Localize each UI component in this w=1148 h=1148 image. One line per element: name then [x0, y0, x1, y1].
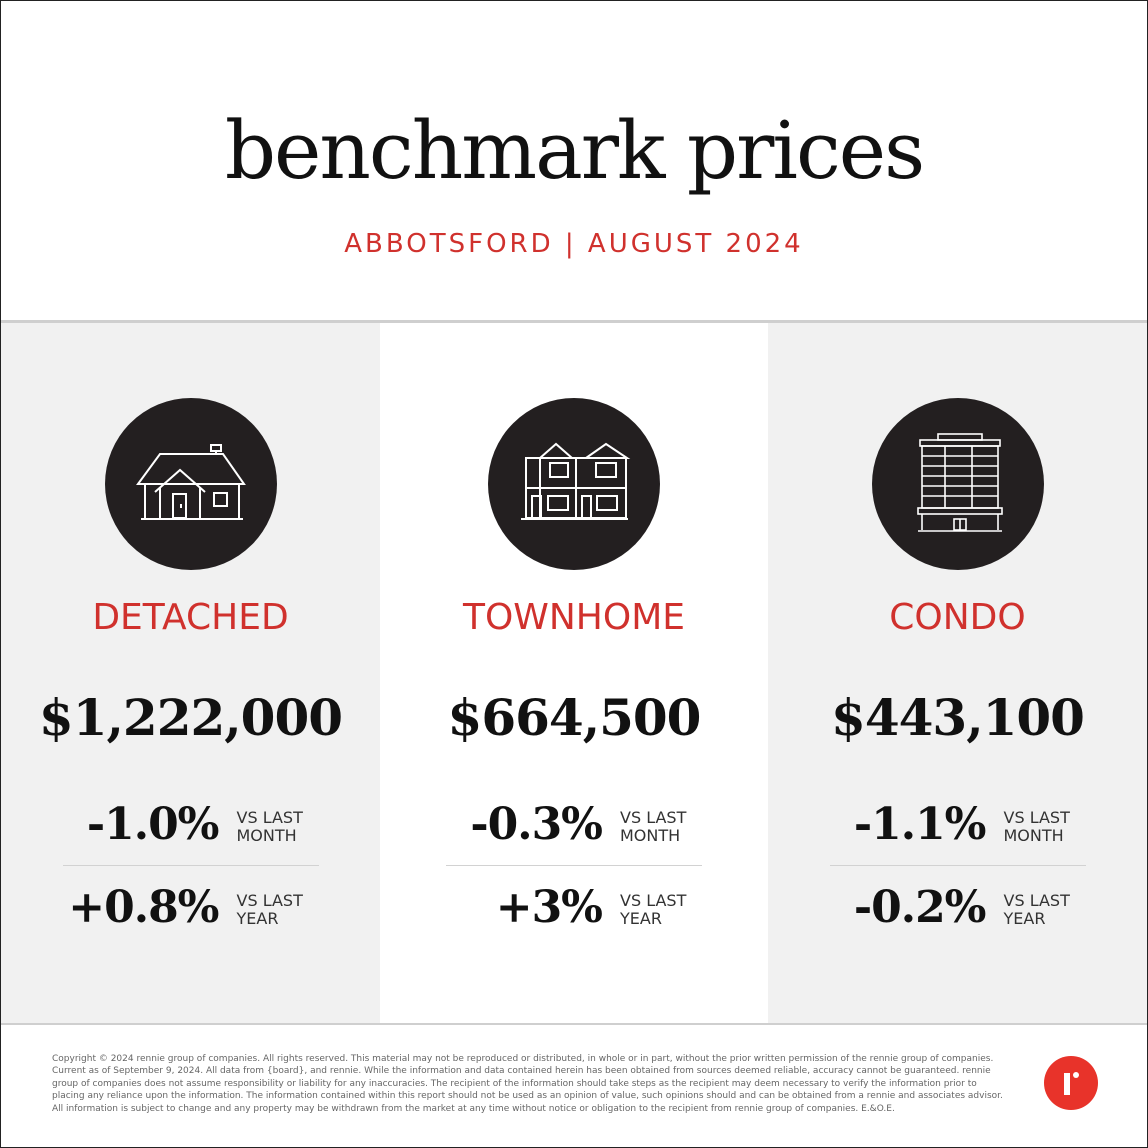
- year-change-value: +0.8%: [68, 882, 219, 933]
- rennie-logo-icon: [1044, 1056, 1098, 1110]
- label-line-1: VS LAST: [1003, 891, 1070, 910]
- month-change-value: -0.3%: [470, 799, 603, 850]
- townhome-icon: [488, 398, 660, 570]
- label-line-1: VS LAST: [620, 808, 687, 827]
- detached-column: DETACHED $1,222,000 -1.0% VS LAST MONTH …: [1, 323, 380, 1023]
- label-line-2: YEAR: [236, 909, 279, 928]
- month-change-row: -0.3% VS LAST MONTH: [380, 795, 768, 855]
- year-change-label: VS LAST YEAR: [620, 892, 730, 928]
- month-change-value: -1.0%: [86, 799, 220, 850]
- year-change-label: VS LAST YEAR: [1004, 892, 1114, 928]
- year-change-row: -0.2% VS LAST YEAR: [768, 878, 1147, 938]
- month-change-row: -1.0% VS LAST MONTH: [1, 795, 380, 855]
- condo-column: CONDO $443,100 -1.1% VS LAST MONTH -0.2%…: [768, 323, 1147, 1023]
- label-line-1: VS LAST: [236, 808, 303, 827]
- year-change-row: +0.8% VS LAST YEAR: [1, 878, 380, 938]
- month-change-value: -1.1%: [853, 799, 987, 850]
- stat-divider: [63, 865, 319, 866]
- month-change-label: VS LAST MONTH: [237, 809, 347, 845]
- category-label: CONDO: [889, 597, 1026, 638]
- category-label: TOWNHOME: [462, 597, 686, 638]
- stat-divider: [446, 865, 702, 866]
- year-change-row: +3% VS LAST YEAR: [380, 878, 768, 938]
- benchmark-price: $443,100: [831, 688, 1085, 747]
- label-line-2: MONTH: [236, 826, 297, 845]
- label-line-2: MONTH: [620, 826, 681, 845]
- page-subtitle: ABBOTSFORD | AUGUST 2024: [344, 229, 804, 259]
- header-divider: [1, 320, 1147, 323]
- detached-house-icon: [104, 398, 277, 570]
- condo-building-icon: [871, 398, 1044, 570]
- label-line-2: YEAR: [1003, 909, 1046, 928]
- footer: Copyright © 2024 rennie group of compani…: [1, 1025, 1147, 1147]
- month-change-label: VS LAST MONTH: [1004, 809, 1114, 845]
- label-line-1: VS LAST: [1003, 808, 1070, 827]
- year-change-label: VS LAST YEAR: [237, 892, 347, 928]
- townhome-column: TOWNHOME $664,500 -0.3% VS LAST MONTH +3…: [380, 323, 768, 1023]
- stat-divider: [830, 865, 1086, 866]
- header: benchmark prices ABBOTSFORD | AUGUST 202…: [1, 1, 1147, 321]
- label-line-2: YEAR: [620, 909, 662, 928]
- label-line-1: VS LAST: [236, 891, 303, 910]
- legal-disclaimer: Copyright © 2024 rennie group of compani…: [52, 1054, 1003, 1114]
- label-line-1: VS LAST: [620, 891, 687, 910]
- month-change-label: VS LAST MONTH: [620, 809, 730, 845]
- year-change-value: -0.2%: [853, 882, 987, 933]
- benchmark-price: $664,500: [447, 688, 702, 747]
- page-title: benchmark prices: [224, 104, 925, 197]
- category-label: DETACHED: [92, 597, 289, 638]
- month-change-row: -1.1% VS LAST MONTH: [768, 795, 1147, 855]
- year-change-value: +3%: [495, 882, 603, 933]
- benchmark-price: $1,222,000: [38, 688, 343, 747]
- label-line-2: MONTH: [1003, 826, 1064, 845]
- footer-divider: [1, 1023, 1147, 1025]
